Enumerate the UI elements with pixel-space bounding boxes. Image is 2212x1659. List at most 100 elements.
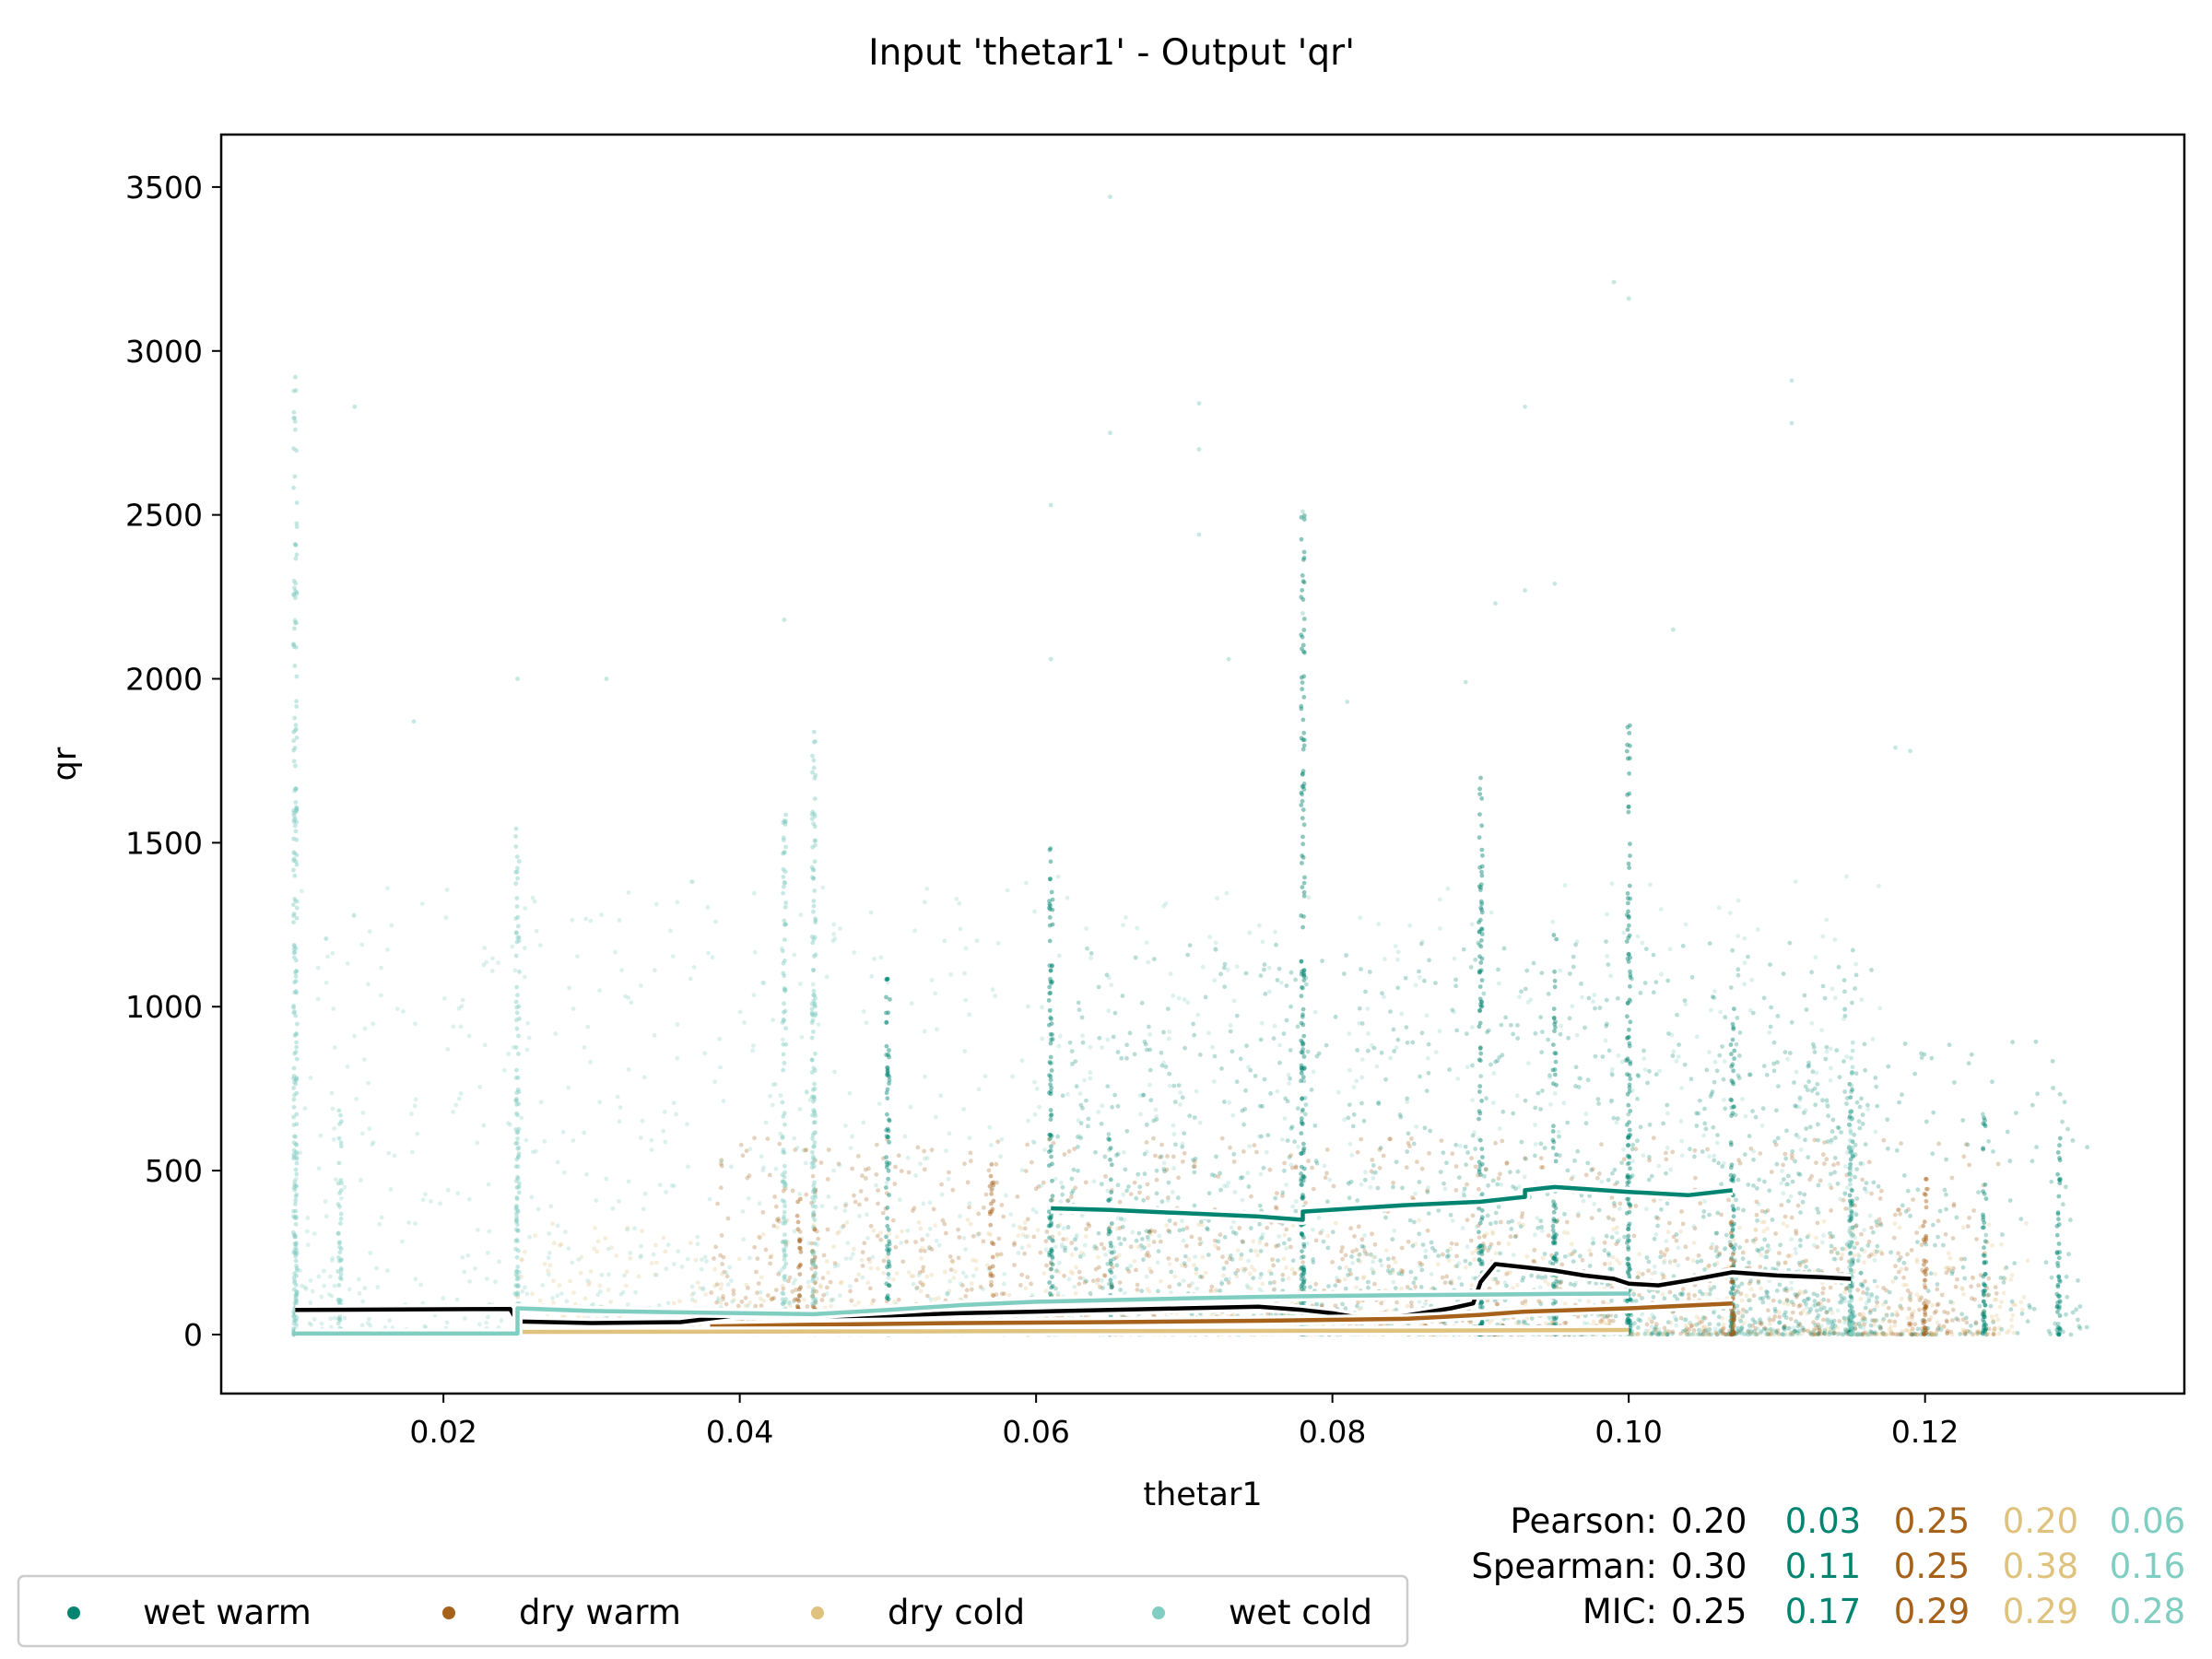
scatter-point bbox=[2035, 1091, 2041, 1097]
scatter-point bbox=[1523, 1301, 1528, 1307]
scatter-point bbox=[1096, 1230, 1101, 1236]
scatter-point bbox=[1426, 1211, 1431, 1216]
scatter-point bbox=[1606, 1313, 1610, 1318]
scatter-point bbox=[933, 991, 937, 996]
scatter-point bbox=[1247, 930, 1253, 935]
scatter-point bbox=[924, 1156, 930, 1160]
scatter-point bbox=[1192, 1032, 1197, 1038]
scatter-point bbox=[1119, 1055, 1124, 1061]
scatter-point bbox=[874, 1172, 879, 1177]
scatter-point bbox=[1738, 1318, 1744, 1324]
scatter-point bbox=[1723, 1015, 1728, 1020]
scatter-point bbox=[1533, 1030, 1538, 1036]
scatter-point bbox=[1849, 1187, 1854, 1193]
scatter-point bbox=[1490, 1277, 1496, 1282]
scatter-point bbox=[1493, 1140, 1498, 1146]
scatter-point bbox=[1573, 942, 1578, 947]
scatter-point bbox=[1872, 1322, 1877, 1327]
scatter-point bbox=[1076, 1118, 1081, 1124]
scatter-point bbox=[1909, 1248, 1914, 1253]
scatter-point bbox=[1182, 1045, 1187, 1051]
scatter-point bbox=[917, 1270, 923, 1275]
scatter-point bbox=[318, 1133, 324, 1138]
scatter-point bbox=[1847, 1252, 1853, 1256]
scatter-point bbox=[1561, 1100, 1567, 1106]
scatter-point bbox=[1194, 1266, 1199, 1272]
scatter-point bbox=[628, 1251, 633, 1255]
scatter-point bbox=[1881, 1316, 1887, 1322]
scatter-point bbox=[547, 1231, 552, 1236]
scatter-point bbox=[1806, 1155, 1811, 1159]
scatter-point bbox=[1760, 1296, 1766, 1300]
scatter-point bbox=[1605, 1021, 1609, 1027]
scatter-point bbox=[1769, 1331, 1773, 1336]
scatter-point bbox=[1325, 1199, 1330, 1205]
scatter-point bbox=[1734, 1332, 1739, 1336]
scatter-point bbox=[1145, 1047, 1149, 1053]
scatter-point bbox=[1709, 1091, 1714, 1097]
scatter-point bbox=[1019, 1272, 1025, 1277]
scatter-point bbox=[1076, 1000, 1081, 1006]
scatter-point bbox=[1115, 1103, 1121, 1109]
scatter-point bbox=[1635, 1096, 1640, 1101]
scatter-point bbox=[1821, 1317, 1826, 1323]
scatter-point bbox=[1707, 1154, 1712, 1159]
scatter-point bbox=[1558, 1280, 1563, 1286]
scatter-point bbox=[1562, 1254, 1568, 1259]
scatter-point bbox=[1209, 1172, 1215, 1177]
scatter-point bbox=[571, 1006, 576, 1011]
scatter-point bbox=[1539, 1225, 1544, 1230]
scatter-point bbox=[1083, 1180, 1088, 1185]
scatter-point bbox=[1665, 978, 1671, 983]
scatter-point bbox=[1262, 967, 1266, 972]
scatter-point bbox=[963, 946, 969, 951]
scatter-point bbox=[1113, 1255, 1119, 1260]
scatter-point bbox=[1032, 1112, 1038, 1117]
scatter-point bbox=[831, 1244, 837, 1249]
scatter-point bbox=[1111, 1034, 1116, 1040]
scatter-point bbox=[1826, 1298, 1831, 1303]
scatter-point bbox=[922, 1148, 926, 1154]
scatter-point bbox=[1023, 1169, 1029, 1173]
scatter-point bbox=[1653, 1270, 1658, 1276]
scatter-point bbox=[1687, 1296, 1691, 1301]
scatter-point bbox=[523, 1249, 527, 1254]
scatter-point bbox=[1701, 1324, 1707, 1329]
scatter-point bbox=[1388, 1055, 1394, 1061]
scatter-point bbox=[1228, 1145, 1232, 1150]
scatter-point bbox=[1454, 1241, 1459, 1247]
scatter-point bbox=[1571, 1251, 1576, 1256]
scatter-point bbox=[1448, 1212, 1453, 1218]
scatter-point bbox=[712, 1266, 717, 1272]
scatter-point bbox=[1524, 1253, 1530, 1259]
scatter-point bbox=[1649, 1173, 1654, 1179]
scatter-point bbox=[724, 1274, 730, 1279]
scatter-point bbox=[588, 1060, 593, 1065]
scatter-point bbox=[1874, 1219, 1879, 1224]
scatter-point bbox=[1313, 1159, 1319, 1164]
scatter-point bbox=[413, 1221, 418, 1226]
scatter-point bbox=[444, 888, 450, 892]
scatter-point bbox=[477, 1322, 482, 1327]
scatter-point bbox=[1167, 1030, 1172, 1034]
scatter-point bbox=[1078, 1102, 1084, 1108]
scatter-point bbox=[1925, 1325, 1931, 1331]
scatter-point bbox=[1749, 1329, 1754, 1335]
scatter-point bbox=[1815, 1081, 1820, 1087]
scatter-point bbox=[790, 1288, 795, 1294]
scatter-point bbox=[1680, 1287, 1686, 1291]
scatter-point bbox=[760, 1232, 766, 1237]
scatter-point bbox=[1175, 1195, 1181, 1201]
scatter-point bbox=[1164, 1223, 1170, 1228]
scatter-point bbox=[1274, 942, 1278, 947]
scatter-point bbox=[1015, 1194, 1020, 1199]
scatter-point bbox=[1920, 1318, 1925, 1324]
scatter-point bbox=[1445, 886, 1451, 891]
scatter-point bbox=[1671, 1049, 1677, 1054]
scatter-point bbox=[1983, 1232, 1989, 1238]
scatter-point bbox=[1356, 1224, 1361, 1230]
scatter-point bbox=[1820, 1098, 1825, 1103]
scatter-point bbox=[486, 1182, 491, 1187]
scatter-point bbox=[1828, 1046, 1833, 1052]
scatter-point bbox=[1016, 1233, 1021, 1238]
